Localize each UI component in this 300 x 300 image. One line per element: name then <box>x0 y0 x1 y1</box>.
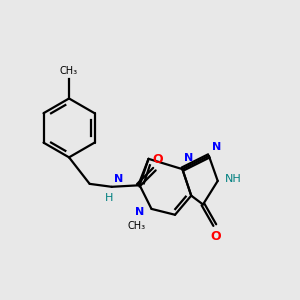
Text: N: N <box>184 153 193 163</box>
Text: H: H <box>105 193 114 203</box>
Text: CH₃: CH₃ <box>127 221 145 231</box>
Text: O: O <box>210 230 221 243</box>
Text: N: N <box>212 142 222 152</box>
Text: CH₃: CH₃ <box>60 66 78 76</box>
Text: N: N <box>114 174 123 184</box>
Text: O: O <box>153 153 163 166</box>
Text: N: N <box>135 207 144 218</box>
Text: NH: NH <box>225 174 242 184</box>
